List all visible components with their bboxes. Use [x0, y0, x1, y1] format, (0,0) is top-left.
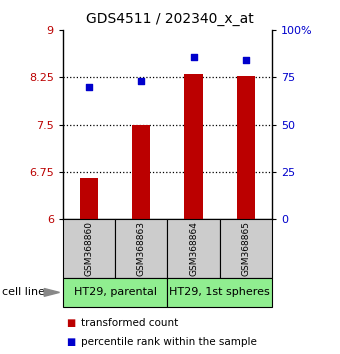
Text: HT29, parental: HT29, parental	[74, 287, 157, 297]
Text: GSM368865: GSM368865	[241, 221, 250, 276]
Polygon shape	[44, 289, 60, 296]
Text: percentile rank within the sample: percentile rank within the sample	[81, 337, 256, 347]
Point	[243, 58, 249, 63]
Bar	[184, 74, 203, 219]
Text: HT29, 1st spheres: HT29, 1st spheres	[169, 287, 270, 297]
Text: GSM368864: GSM368864	[189, 221, 198, 276]
Text: GSM368863: GSM368863	[137, 221, 146, 276]
Text: ■: ■	[66, 337, 75, 347]
Point	[86, 84, 92, 90]
Text: cell line: cell line	[2, 287, 45, 297]
Point	[139, 78, 144, 84]
Text: GDS4511 / 202340_x_at: GDS4511 / 202340_x_at	[86, 12, 254, 27]
Bar	[80, 178, 98, 219]
Text: transformed count: transformed count	[81, 318, 178, 328]
Text: GSM368860: GSM368860	[85, 221, 94, 276]
Text: ■: ■	[66, 318, 75, 328]
Point	[191, 54, 196, 59]
Bar	[237, 75, 255, 219]
Bar	[132, 125, 151, 219]
